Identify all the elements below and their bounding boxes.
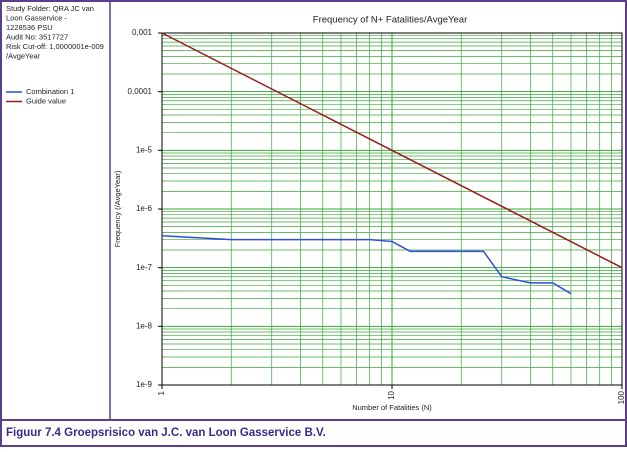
info-line: Study Folder: QRA JC van	[6, 4, 94, 13]
x-axis-label: Number of Fatalities (N)	[352, 403, 432, 412]
plot-border	[161, 32, 623, 386]
series-line	[161, 234, 572, 295]
x-tick-label: 100	[617, 390, 626, 404]
y-tick-label: 1e-9	[136, 380, 153, 389]
y-tick-label: 0,0001	[128, 87, 153, 96]
y-axis-label: Frequency (/AvgeYear)	[113, 170, 122, 247]
y-tick-label: 1e-8	[136, 321, 153, 330]
legend-label: Guide value	[26, 96, 66, 105]
x-tick-label: 10	[387, 390, 396, 399]
series-line	[161, 32, 623, 269]
info-line: Risk Cut-off: 1,0000001e-009	[6, 42, 104, 51]
y-tick-label: 0,001	[132, 28, 153, 37]
x-tick-label: 1	[157, 390, 166, 395]
info-line: /AvgeYear	[6, 51, 41, 60]
legend-label: Combination 1	[26, 87, 74, 96]
info-line: Loon Gasservice -	[6, 13, 67, 22]
y-tick-label: 1e-5	[136, 145, 153, 154]
y-tick-label: 1e-7	[136, 263, 153, 272]
info-line: 1228536 PSU	[6, 23, 53, 32]
info-line: Audit No: 3517727	[6, 32, 68, 41]
caption: Figuur 7.4 Groepsrisico van J.C. van Loo…	[6, 427, 326, 439]
y-tick-label: 1e-6	[136, 204, 153, 213]
chart-title: Frequency of N+ Fatalities/AvgeYear	[313, 15, 467, 26]
